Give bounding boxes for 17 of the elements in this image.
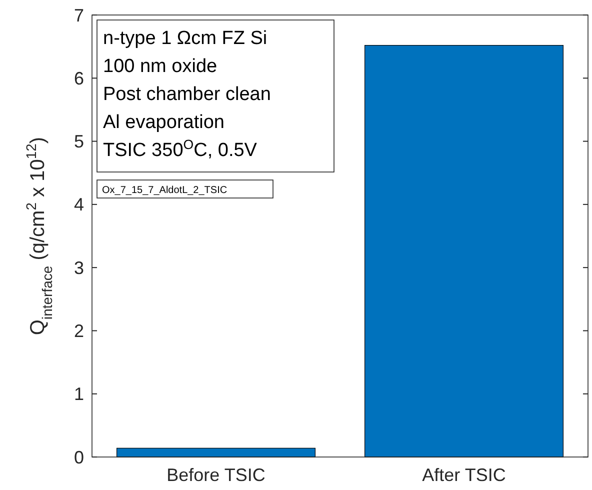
label-box: Ox_7_15_7_AldotL_2_TSIC [96,180,274,198]
y-tick-label: 3 [74,258,84,278]
x-tick-label: After TSIC [422,465,506,485]
annotation: TSIC 350$^{O}$C, 0.5V [103,136,258,161]
annotation: n-type 1 Ωcm FZ Si [103,28,268,49]
y-tick-label: 0 [74,447,84,468]
annotation: Al evaporation [103,112,224,133]
y-tick-label: 7 [74,5,84,26]
y-tick-label: 6 [74,68,84,88]
y-tick-label: 4 [74,194,84,215]
annotation: Ox_7_15_7_AldotL_2_TSIC [102,185,228,196]
y-tick-label: 2 [74,321,84,342]
annotation: 100 nm oxide [103,56,218,77]
y-tick-label: 5 [74,132,84,152]
x-tick-label: Before TSIC [166,465,266,485]
annotation: Post chamber clean [103,84,271,105]
y-tick-label: 1 [74,384,84,404]
